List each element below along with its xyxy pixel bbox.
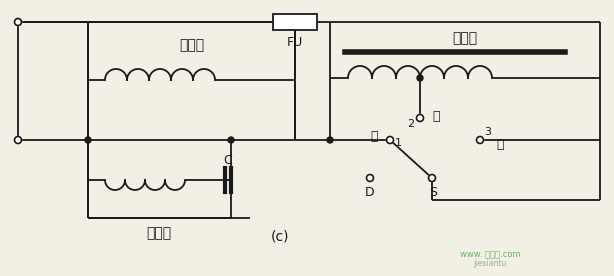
Text: S: S: [429, 185, 437, 198]
Text: www. 直接图.com: www. 直接图.com: [460, 251, 520, 259]
Text: C: C: [223, 153, 232, 166]
Circle shape: [367, 174, 373, 182]
Circle shape: [15, 18, 21, 25]
Circle shape: [417, 75, 423, 81]
Circle shape: [85, 137, 91, 143]
Text: 中: 中: [432, 110, 440, 123]
Circle shape: [476, 137, 483, 144]
Circle shape: [416, 115, 424, 121]
Circle shape: [228, 137, 234, 143]
Bar: [273, 14, 317, 30]
Circle shape: [15, 137, 21, 144]
Text: 3: 3: [484, 127, 491, 137]
Text: 高: 高: [370, 129, 378, 142]
Text: 低: 低: [496, 139, 503, 152]
Text: 副绕组: 副绕组: [146, 226, 171, 240]
Text: 1: 1: [395, 138, 402, 148]
Text: (c): (c): [271, 229, 289, 243]
Text: 2: 2: [408, 119, 414, 129]
Text: 主绕组: 主绕组: [179, 38, 204, 52]
Text: D: D: [365, 185, 375, 198]
Circle shape: [386, 137, 394, 144]
Circle shape: [429, 174, 435, 182]
Text: 电抗器: 电抗器: [453, 31, 478, 45]
Circle shape: [327, 137, 333, 143]
Text: FU: FU: [287, 36, 303, 49]
Text: jiexiantu: jiexiantu: [473, 259, 507, 267]
